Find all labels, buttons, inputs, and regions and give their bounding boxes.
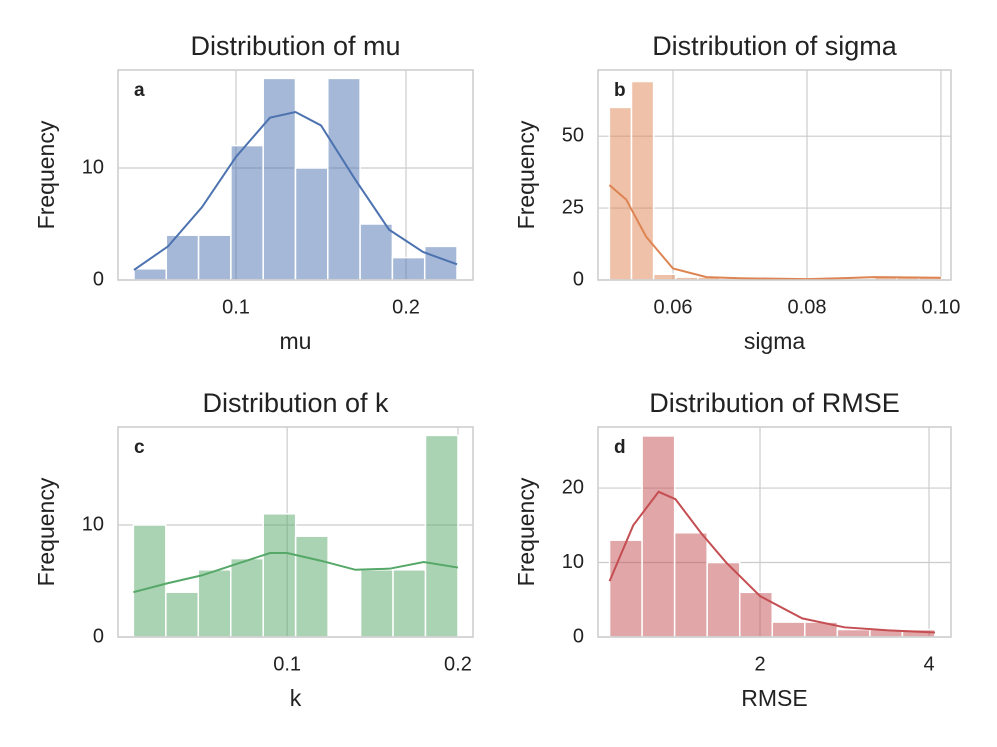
bar	[630, 80, 655, 281]
panel-annotation: d	[614, 437, 626, 458]
bar	[262, 77, 297, 281]
x-tick-label: 2	[754, 653, 765, 675]
bar	[359, 223, 394, 281]
panel-annotation: b	[614, 80, 626, 101]
bar	[424, 434, 459, 638]
chart-title: Distribution of k	[202, 388, 389, 418]
axes-frame	[117, 69, 474, 281]
panel-annotation: c	[134, 437, 145, 458]
panel: 0.1 0.2 0 10 Distribution of k k Frequency c	[33, 388, 474, 711]
x-axis-label: RMSE	[741, 685, 807, 711]
kde-line	[133, 110, 458, 271]
bar	[132, 524, 167, 638]
y-tick-label: 20	[562, 476, 584, 498]
x-tick-label: 0.06	[654, 296, 693, 318]
y-tick-label: 0	[573, 625, 584, 647]
y-axis-label: Frequency	[513, 120, 539, 229]
x-tick-label: 4	[923, 653, 934, 675]
x-tick-label: 0.2	[444, 653, 472, 675]
y-axis-label: Frequency	[513, 477, 539, 586]
chart-title: Distribution of RMSE	[649, 388, 900, 418]
bar	[641, 435, 676, 638]
panel: 0.06 0.08 0.10 0 25 50 Distribution of sigma si…	[513, 31, 960, 354]
x-tick-label: 0.2	[392, 296, 420, 318]
bar	[230, 557, 264, 638]
y-axis-label: Frequency	[33, 120, 59, 229]
y-tick-label: 10	[562, 551, 584, 573]
bar	[359, 569, 394, 638]
bar	[197, 569, 232, 638]
panel: 0.1 0.2 0 10 Distribution of mu mu Frequency a	[33, 31, 474, 354]
x-tick-label: 0.08	[788, 296, 827, 318]
bar	[391, 256, 426, 281]
bar	[133, 268, 168, 281]
kde-line	[133, 552, 459, 594]
bar	[294, 167, 329, 281]
axes-frame	[597, 426, 952, 638]
panel: 2 4 0 10 20 Distribution of RMSE RMSE Frequency…	[513, 388, 952, 711]
bar	[165, 591, 200, 638]
x-axis-label: k	[290, 685, 302, 711]
y-tick-label: 0	[93, 625, 104, 647]
axes-frame	[117, 426, 474, 638]
bar	[652, 273, 677, 281]
panel-annotation: a	[134, 80, 145, 101]
bar	[262, 513, 297, 638]
x-tick-label: 0.10	[921, 296, 960, 318]
bar	[673, 531, 708, 638]
bar	[230, 144, 264, 281]
y-axis-label: Frequency	[33, 477, 59, 586]
chart-title: Distribution of mu	[190, 31, 400, 61]
y-tick-label: 10	[82, 513, 104, 535]
y-tick-label: 50	[562, 124, 584, 146]
y-tick-label: 0	[93, 268, 104, 290]
axes-frame	[597, 69, 952, 281]
bar	[706, 561, 741, 638]
x-tick-label: 0.1	[273, 653, 301, 675]
bar	[392, 569, 427, 638]
y-tick-label: 10	[82, 156, 104, 178]
kde-line	[608, 184, 941, 281]
x-axis-label: mu	[280, 328, 312, 354]
chart-title: Distribution of sigma	[652, 31, 898, 61]
y-tick-label: 0	[573, 268, 584, 290]
bar	[197, 234, 232, 281]
bar	[608, 539, 643, 638]
kde-line	[608, 490, 935, 634]
x-axis-label: sigma	[744, 328, 806, 354]
bar	[836, 628, 871, 638]
bar	[771, 621, 806, 638]
bar	[294, 535, 329, 638]
x-tick-label: 0.1	[222, 296, 250, 318]
y-tick-label: 25	[562, 196, 584, 218]
